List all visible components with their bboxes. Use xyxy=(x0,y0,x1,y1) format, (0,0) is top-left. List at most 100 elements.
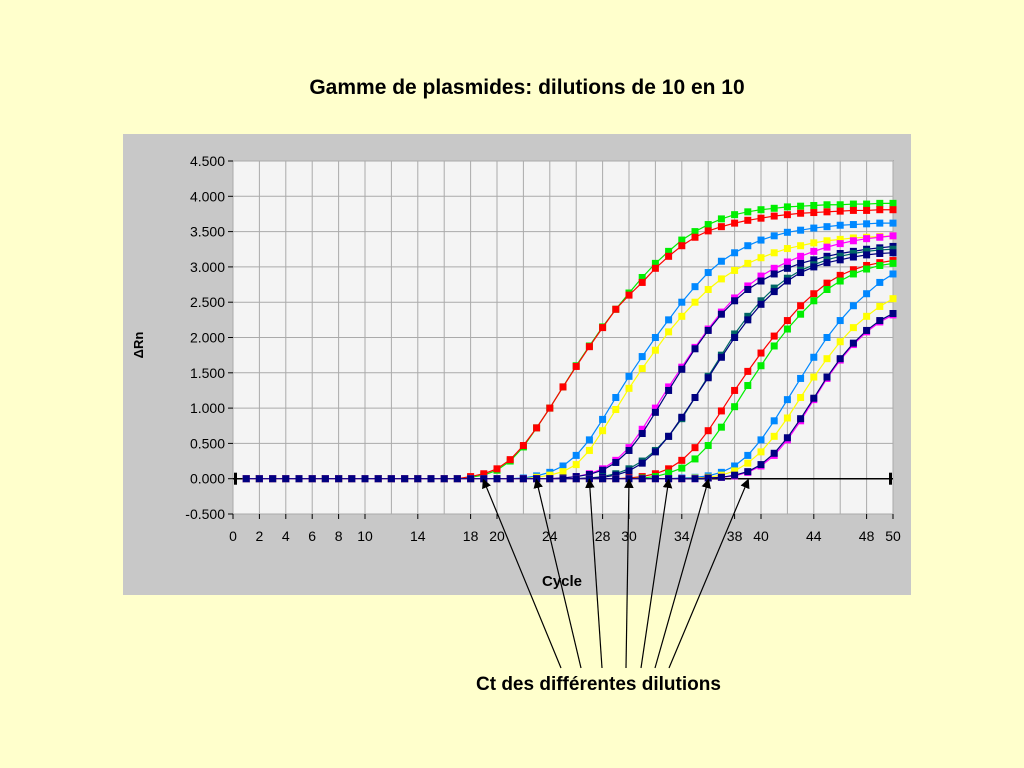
data-point xyxy=(823,223,831,231)
data-point xyxy=(533,424,541,432)
data-point xyxy=(876,278,884,286)
data-point xyxy=(638,425,646,433)
x-tick-label: 20 xyxy=(489,528,505,544)
data-point xyxy=(691,345,699,353)
data-point xyxy=(638,273,646,281)
data-point xyxy=(823,243,831,251)
data-point xyxy=(889,249,897,257)
data-point xyxy=(665,469,673,477)
data-point xyxy=(770,449,778,457)
data-point xyxy=(744,316,752,324)
data-point xyxy=(757,277,765,285)
data-point xyxy=(321,475,329,483)
data-point xyxy=(823,373,831,381)
data-point xyxy=(665,316,673,324)
data-point xyxy=(638,353,646,361)
data-point xyxy=(625,467,633,475)
data-point xyxy=(757,461,765,469)
data-point xyxy=(744,382,752,390)
data-point xyxy=(691,233,699,241)
data-point xyxy=(678,236,686,244)
data-point xyxy=(599,427,607,435)
y-tick-label: -0.500 xyxy=(185,506,225,522)
data-point xyxy=(651,334,659,341)
data-point xyxy=(797,259,805,267)
data-point xyxy=(757,300,765,308)
data-point xyxy=(863,261,871,269)
amplification-chart: -0.500 0.000 0.500 1.000 1.500 2.000 2.500 3.00… xyxy=(131,153,901,590)
data-point xyxy=(401,475,409,483)
data-point xyxy=(744,312,752,320)
y-axis-ticks: -0.500 0.000 0.500 1.000 1.500 2.000 2.500 3.00… xyxy=(185,153,233,522)
data-point xyxy=(797,202,805,210)
x-tick-label: 8 xyxy=(335,528,343,544)
data-point xyxy=(559,475,567,483)
data-point xyxy=(770,288,778,296)
data-point xyxy=(744,468,752,476)
slide-title: Gamme de plasmides: dilutions de 10 en 1… xyxy=(309,76,745,99)
data-point xyxy=(269,475,277,483)
data-point xyxy=(783,211,791,219)
data-point xyxy=(770,212,778,220)
data-point xyxy=(849,249,857,257)
data-point xyxy=(678,312,686,320)
data-point xyxy=(506,475,514,483)
data-point xyxy=(665,383,673,391)
data-point xyxy=(704,427,712,435)
data-point xyxy=(704,285,712,293)
data-point xyxy=(585,446,593,454)
data-point xyxy=(836,252,844,260)
data-point xyxy=(770,332,778,340)
ct-arrows xyxy=(482,478,750,669)
data-point xyxy=(810,290,818,298)
data-point xyxy=(717,423,725,431)
data-point xyxy=(876,206,884,214)
data-point xyxy=(849,253,857,261)
data-point xyxy=(849,302,857,310)
data-point xyxy=(863,290,871,298)
ct-arrow xyxy=(585,478,603,669)
data-point xyxy=(665,252,673,260)
data-point xyxy=(744,459,752,467)
data-point xyxy=(651,404,659,412)
data-point xyxy=(612,471,620,479)
data-point xyxy=(889,270,897,278)
data-point xyxy=(889,232,897,240)
data-point xyxy=(770,417,778,425)
data-point xyxy=(876,199,884,207)
data-point xyxy=(876,219,884,227)
data-point xyxy=(757,272,765,280)
data-point xyxy=(810,239,818,247)
data-point xyxy=(797,394,805,402)
data-point xyxy=(783,264,791,272)
data-point xyxy=(889,309,897,317)
data-point xyxy=(836,271,844,279)
data-point xyxy=(612,394,620,402)
data-point xyxy=(889,206,897,214)
data-point xyxy=(731,219,739,227)
data-point xyxy=(744,285,752,293)
data-point xyxy=(876,246,884,254)
data-point xyxy=(836,207,844,215)
data-point xyxy=(849,270,857,278)
data-point xyxy=(717,275,725,283)
data-point xyxy=(836,277,844,285)
data-point xyxy=(770,270,778,278)
data-point xyxy=(651,448,659,456)
data-point xyxy=(559,462,567,470)
data-point xyxy=(638,475,646,483)
data-point xyxy=(797,269,805,277)
data-point xyxy=(823,208,831,216)
data-point xyxy=(744,242,752,250)
x-tick-label: 28 xyxy=(595,528,611,544)
x-tick-label: 40 xyxy=(753,528,769,544)
data-point xyxy=(770,264,778,272)
x-tick-label: 10 xyxy=(357,528,373,544)
y-tick-label: 4.000 xyxy=(190,188,225,204)
data-point xyxy=(651,259,659,267)
data-point xyxy=(876,233,884,241)
data-point xyxy=(731,330,739,338)
data-point xyxy=(295,475,303,483)
data-point xyxy=(572,461,580,469)
data-point xyxy=(572,362,580,370)
